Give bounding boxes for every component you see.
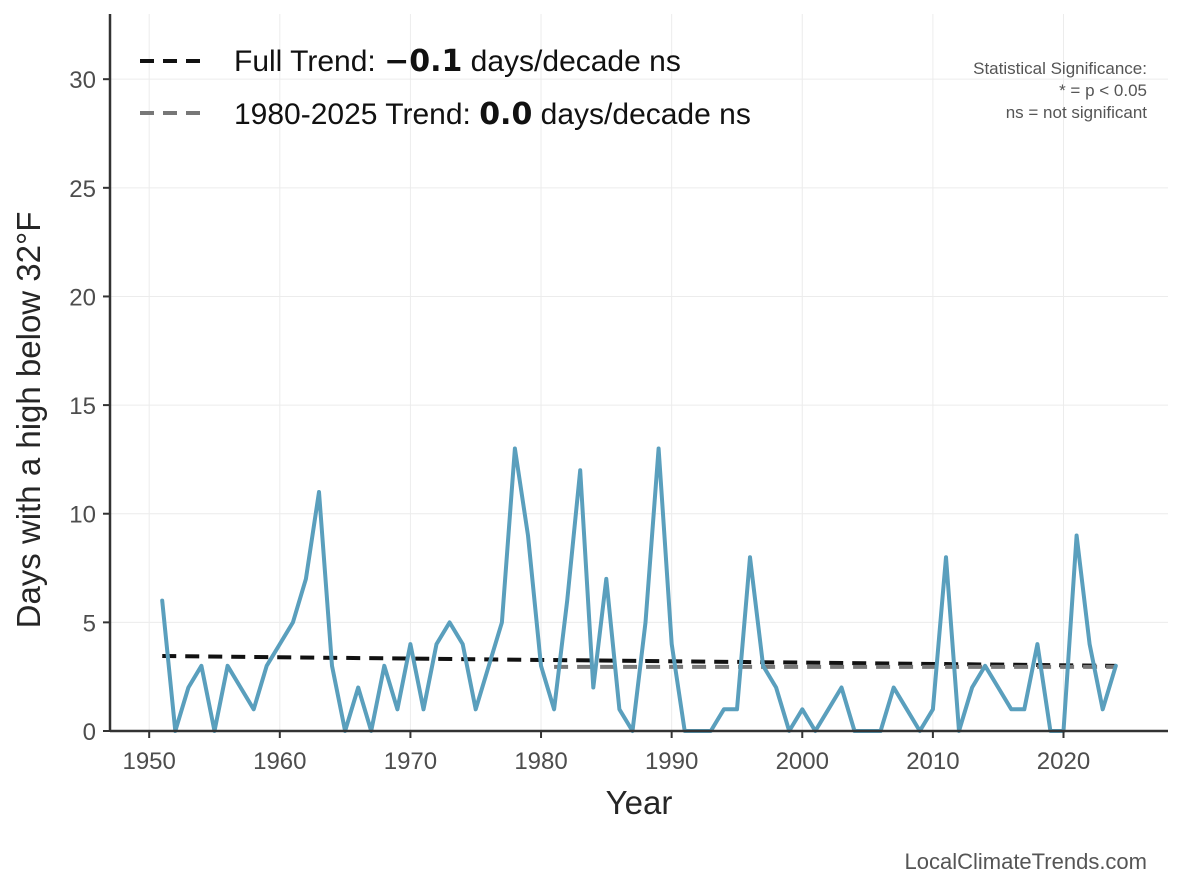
trend-line	[162, 654, 1116, 668]
significance-note-line-1: * = p < 0.05	[1059, 81, 1147, 100]
x-tick-label: 1960	[253, 748, 306, 775]
y-tick-label: 0	[83, 719, 96, 746]
grid	[110, 14, 1168, 732]
x-tick-label: 1950	[122, 748, 175, 775]
y-tick-label: 30	[69, 67, 96, 94]
legend: Full Trend: −0.1 days/decade ns 1980-202…	[140, 44, 751, 132]
y-tick-label: 10	[69, 502, 96, 529]
legend-label-recent-trend: 1980-2025 Trend: 0.0 days/decade ns	[234, 97, 751, 132]
legend-value: 0.0	[479, 97, 532, 132]
y-axis-title: Days with a high below 32°F	[10, 212, 47, 629]
y-tick-label: 15	[69, 393, 96, 420]
series-line	[160, 446, 1118, 733]
significance-note-title: Statistical Significance:	[973, 59, 1147, 78]
x-tick-label: 2000	[776, 748, 829, 775]
x-tick-label: 2010	[906, 748, 959, 775]
x-tick-label: 1970	[384, 748, 437, 775]
legend-suffix: days/decade ns	[462, 45, 680, 78]
y-tick-label: 20	[69, 284, 96, 311]
x-tick-label: 2020	[1037, 748, 1090, 775]
trend-lines	[162, 654, 1116, 669]
legend-suffix: days/decade ns	[532, 98, 750, 131]
x-ticks: 1950 1960 1970 1980 1990 2000 2010 2020	[122, 731, 1090, 775]
x-axis-title: Year	[606, 784, 673, 821]
legend-value: −0.1	[384, 44, 462, 79]
significance-note: Statistical Significance: * = p < 0.05 n…	[973, 59, 1147, 122]
y-ticks: 0 5 10 15 20 25 30	[69, 67, 110, 746]
x-tick-label: 1990	[645, 748, 698, 775]
significance-note-line-2: ns = not significant	[1006, 103, 1148, 122]
data-series	[160, 446, 1118, 733]
legend-prefix: Full Trend:	[234, 45, 384, 78]
x-tick-label: 1980	[514, 748, 567, 775]
y-tick-label: 25	[69, 176, 96, 203]
watermark: LocalClimateTrends.com	[905, 849, 1148, 874]
axes	[108, 14, 1168, 733]
y-tick-label: 5	[83, 610, 96, 637]
legend-prefix: 1980-2025 Trend:	[234, 98, 479, 131]
legend-label-full-trend: Full Trend: −0.1 days/decade ns	[234, 44, 681, 79]
